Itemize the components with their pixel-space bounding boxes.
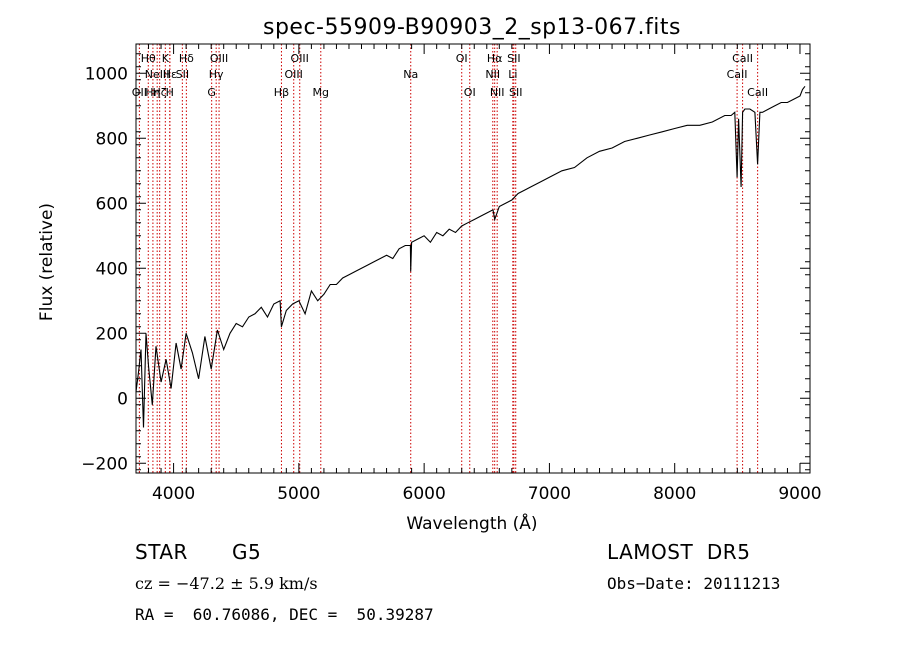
spectral-line-label: CaII [747,86,768,99]
x-tick-label: 6000 [403,484,446,504]
spectral-line-label: Na [403,68,418,81]
spectral-line-label: NeIII [145,68,170,81]
plot-frame [135,43,811,474]
spectral-line-label: Hδ [179,52,194,65]
spectral-line-label: Hζ [153,86,167,99]
y-tick-label: 200 [96,324,128,344]
x-tick-label: 7000 [528,484,571,504]
spectral-line-label: OI [456,52,468,65]
spectral-line-label: NII [485,68,500,81]
y-tick-label: 0 [117,389,128,409]
x-axis-label: Wavelength (Å) [406,512,537,534]
spectral-line-label: Hγ [209,68,224,81]
spectral-line-label: SII [176,68,189,81]
spectral-line-label: K [162,52,170,65]
spectral-line-label: CaII [732,52,753,65]
axis-tick-labels: 4000 5000 6000 7000 8000 9000 −200 0 200 400 600 80… [81,64,821,504]
y-tick-label: −200 [81,454,128,474]
y-tick-label: 400 [96,259,128,279]
spectral-line-label: OIII [210,52,228,65]
spectral-line-label: CaII [727,68,748,81]
spectral-line-label: SII [507,52,520,65]
spectral-line-label: Hε [163,68,177,81]
observation-date-label: Obs−Date: 20111213 [607,574,781,593]
redshift-cz-label: cz = −47.2 ± 5.9 km/s [135,574,318,593]
spectral-line-label: Li [508,68,517,81]
x-tick-label: 8000 [653,484,696,504]
spectral-line-label: H [166,86,174,99]
ra-dec-label: RA = 60.76086, DEC = 50.39287 [135,605,434,624]
chart-title: spec-55909-B90903_2_sp13-067.fits [263,15,681,40]
spectral-line-label: Hθ [141,52,156,65]
y-tick-label: 800 [96,129,128,149]
spectral-line-label: Hη [145,86,160,99]
spectral-line-label: G [207,86,216,99]
object-class-label: STAR [135,540,188,564]
x-tick-label: 4000 [152,484,195,504]
spectral-line-labels: OIIHθHηNeIIIHζKHHεSIIHδGHγOIIIHβOIIIOIII… [132,52,768,99]
y-axis-label: Flux (relative) [37,203,57,321]
spectral-line-label: Hβ [274,86,289,99]
spectral-line-label: SII [509,86,522,99]
y-tick-label: 1000 [85,64,128,84]
spectral-line-markers [138,44,759,473]
y-tick-label: 600 [96,194,128,214]
spectral-line-label: NII [490,86,505,99]
spectral-line-label: OIII [285,68,303,81]
spectral-line-label: OIII [291,52,309,65]
spectral-line-label: OI [464,86,476,99]
spectral-line-label: Hα [487,52,503,65]
spectral-line-label: Mg [313,86,329,99]
survey-label: LAMOST DR5 [607,540,751,564]
x-tick-label: 5000 [277,484,320,504]
spectrum-series-line [135,85,806,428]
axis-ticks [136,44,810,473]
object-subclass-label: G5 [232,540,262,564]
x-tick-label: 9000 [778,484,821,504]
